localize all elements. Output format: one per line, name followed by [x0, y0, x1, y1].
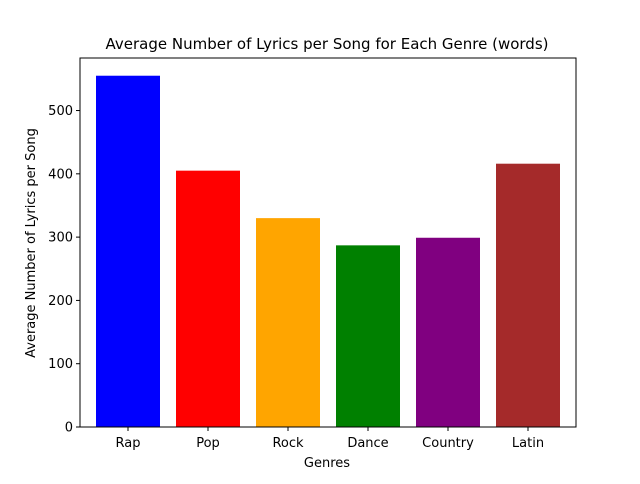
- chart-title: Average Number of Lyrics per Song for Ea…: [106, 35, 549, 53]
- bar-rap: [96, 75, 160, 427]
- bar-pop: [176, 170, 240, 427]
- y-tick-label: 100: [48, 357, 73, 372]
- bar-latin: [496, 163, 560, 427]
- x-tick-label-rock: Rock: [272, 436, 304, 451]
- plot-area: 0 100 200 300 400 500 Rap Pop Rock Dance Country La…: [48, 57, 577, 451]
- y-axis-label: Average Number of Lyrics per Song: [24, 128, 39, 358]
- x-tick-label-country: Country: [422, 436, 474, 451]
- bar-dance: [336, 245, 400, 427]
- bar-rock: [256, 218, 320, 427]
- y-tick-label: 500: [48, 104, 73, 119]
- x-tick-label-dance: Dance: [347, 436, 388, 451]
- y-tick-label: 200: [48, 294, 73, 309]
- x-tick-label-rap: Rap: [116, 436, 141, 451]
- y-tick-label: 400: [48, 167, 73, 182]
- x-tick-label-pop: Pop: [196, 436, 220, 451]
- x-axis-label: Genres: [304, 456, 350, 471]
- y-tick-label: 0: [65, 421, 73, 436]
- axes-frame: [79, 57, 577, 428]
- y-tick-label: 300: [48, 231, 73, 246]
- bar-country: [416, 237, 480, 427]
- x-tick-label-latin: Latin: [512, 436, 544, 451]
